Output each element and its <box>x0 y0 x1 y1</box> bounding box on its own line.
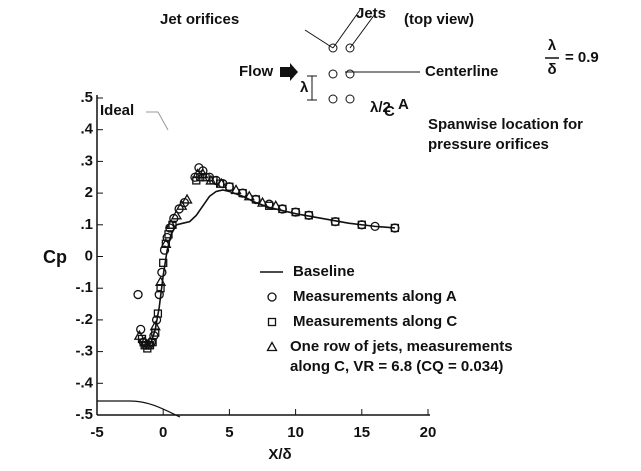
marker-triangle <box>192 168 204 179</box>
orifice <box>328 94 338 104</box>
x-axis-label: X/δ <box>268 446 291 463</box>
marker-triangle <box>205 174 217 185</box>
marker-triangle <box>133 329 145 340</box>
marker-circle <box>154 289 164 300</box>
marker-square <box>267 317 277 327</box>
marker-triangle <box>139 336 151 347</box>
marker-square <box>390 223 400 233</box>
marker-square <box>164 230 173 239</box>
orifice <box>328 43 338 53</box>
x-tick-label: 20 <box>420 424 437 441</box>
marker-triangle <box>154 276 167 287</box>
lambda-bracket <box>307 75 317 101</box>
annotation: Centerline <box>425 63 498 80</box>
legend-label: Measurements along C <box>293 313 457 330</box>
marker-circle <box>370 221 380 232</box>
marker-square <box>304 211 313 220</box>
annotation: C <box>384 103 395 120</box>
marker-square <box>291 207 300 217</box>
marker-triangle <box>215 177 228 188</box>
y-tick-label: .4 <box>80 121 93 138</box>
marker-triangle <box>230 184 242 195</box>
orifice <box>328 69 338 79</box>
y-tick-label: -.5 <box>75 406 93 423</box>
y-tick-label: .1 <box>80 216 93 233</box>
marker-circle <box>224 182 235 192</box>
marker-triangle <box>144 336 156 347</box>
marker-circle <box>267 292 277 302</box>
annotation: λ <box>300 79 309 96</box>
marker-circle <box>157 267 167 278</box>
orifice <box>345 94 355 104</box>
marker-circle <box>290 207 301 217</box>
annotation: = 0.9 <box>565 49 599 66</box>
marker-square <box>153 309 163 318</box>
annotation: Spanwise location for <box>428 116 583 133</box>
annotation: Jet orifices <box>160 11 239 28</box>
marker-triangle <box>266 341 278 352</box>
marker-triangle <box>197 168 209 179</box>
legend-label: Measurements along A <box>293 288 457 305</box>
x-tick-label: 15 <box>353 424 370 441</box>
annotation: (top view) <box>404 11 474 28</box>
marker-square <box>357 220 366 229</box>
marker-triangle <box>181 193 193 204</box>
annotation-ideal: Ideal <box>100 102 134 119</box>
flow-arrow <box>280 63 298 81</box>
annotation: pressure orifices <box>428 136 549 153</box>
marker-triangle <box>243 190 255 201</box>
marker-circle <box>133 289 143 300</box>
y-tick-label: -.4 <box>75 374 93 391</box>
marker-square <box>151 328 160 337</box>
y-tick-label: -.3 <box>75 343 93 360</box>
marker-triangle <box>165 218 177 229</box>
annotation: λ/2 <box>370 99 391 116</box>
annotation: Jets <box>356 5 386 22</box>
ideal-leader <box>146 111 169 131</box>
x-tick-label: 5 <box>225 424 233 441</box>
x-tick-label: 0 <box>159 424 167 441</box>
legend-label: Baseline <box>293 263 355 280</box>
annotation: A <box>398 96 409 113</box>
y-tick-label: -.2 <box>75 311 93 328</box>
annotation: Flow <box>239 63 273 80</box>
annotation: δ <box>547 61 556 78</box>
marker-square <box>331 217 340 226</box>
marker-circle <box>136 324 146 335</box>
y-axis-label: Cp <box>43 247 67 267</box>
marker-square <box>156 284 165 293</box>
x-tick-label: 10 <box>287 424 304 441</box>
orifice <box>345 69 355 79</box>
y-tick-label: .5 <box>80 89 93 106</box>
marker-triangle <box>270 199 282 210</box>
x-tick-label: -5 <box>90 424 103 441</box>
surface-profile <box>97 400 181 418</box>
legend: Baseline Measurements along A Measurements… <box>260 263 513 375</box>
marker-triangle <box>176 199 188 210</box>
legend-entry-box: One row of jets, measurements along C, V… <box>290 338 513 375</box>
orifice <box>345 43 355 53</box>
leaders <box>304 9 376 49</box>
annotation: λ <box>548 37 557 54</box>
marker-triangle <box>149 320 161 331</box>
marker-triangle <box>160 237 172 248</box>
y-tick-label: .3 <box>80 152 93 169</box>
y-tick-label: 0 <box>85 247 93 264</box>
marker-triangle <box>170 209 183 220</box>
marker-square <box>159 258 168 267</box>
legend-label: One row of jets, measurements along C, V… <box>290 338 513 375</box>
marker-circle <box>159 245 170 255</box>
marker-triangle <box>256 196 269 207</box>
y-tick-label: 2 <box>85 184 93 201</box>
y-tick-label: -.1 <box>75 279 93 296</box>
